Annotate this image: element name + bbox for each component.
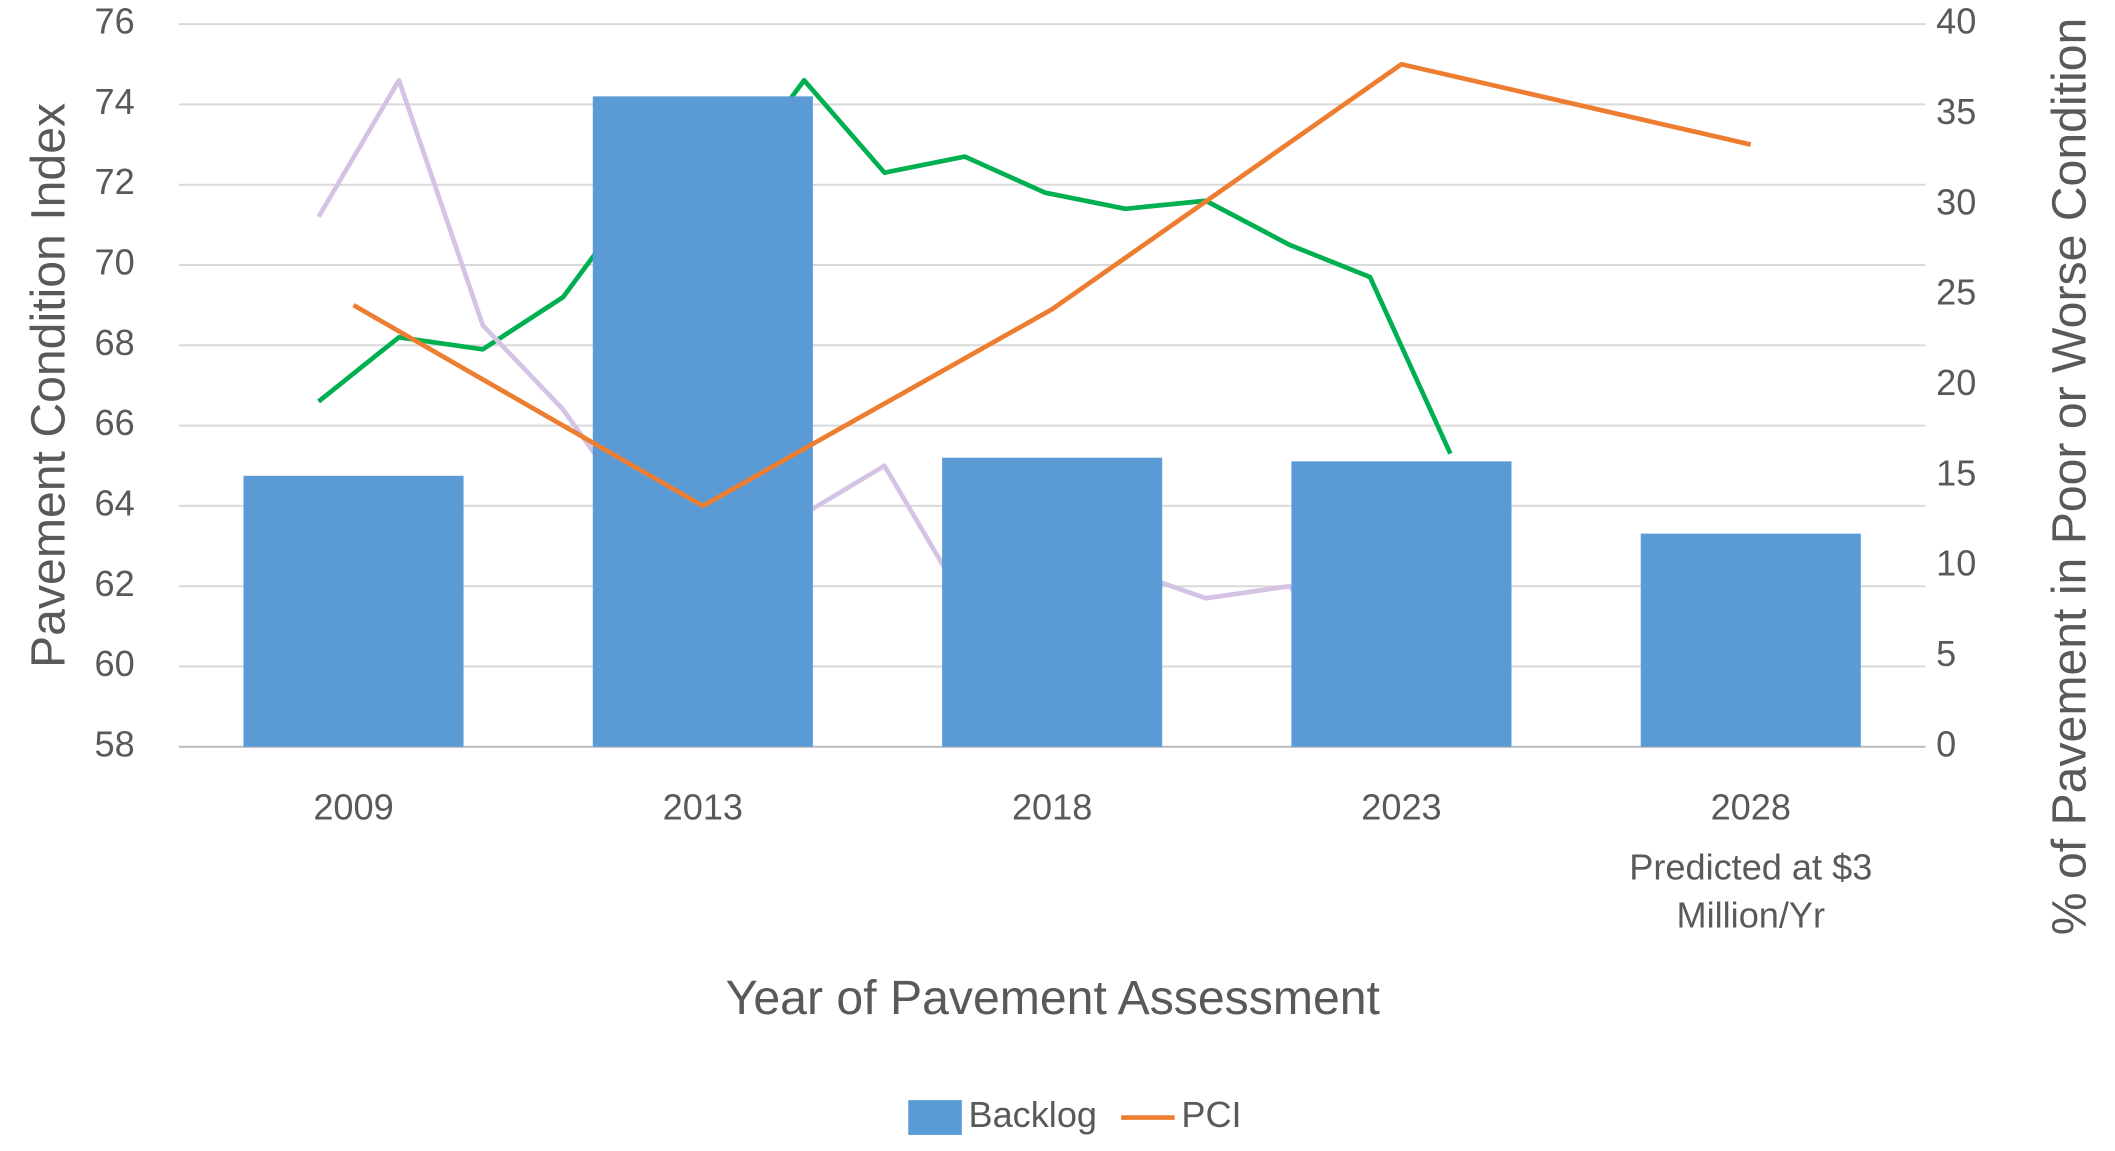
bar: [592, 96, 813, 747]
y2-tick-label: 0: [1936, 723, 1956, 764]
y2-axis-title: % of Pavement in Poor or Worse Condition: [2042, 18, 2096, 936]
y2-tick-label: 5: [1936, 633, 1956, 674]
x-tick-label: 2018: [1012, 786, 1092, 827]
line: [316, 77, 1451, 685]
line: [352, 61, 1752, 509]
y-tick-label: 68: [95, 322, 135, 363]
legend-swatch: [908, 1100, 962, 1135]
legend-label: Backlog: [968, 1094, 1097, 1135]
y-tick-label: 72: [95, 161, 135, 202]
y2-tick-label: 40: [1936, 1, 1976, 42]
legend-label: PCI: [1181, 1094, 1241, 1135]
x-tick-label: 2013: [663, 786, 743, 827]
y2-tick-label: 20: [1936, 362, 1976, 403]
y-axis-title: Pavement Condition Index: [21, 103, 75, 668]
x-tick-label: 2009: [313, 786, 393, 827]
y-tick-label: 70: [95, 242, 135, 283]
y-tick-label: 64: [95, 482, 135, 523]
line: [317, 77, 1453, 455]
y2-tick-label: 25: [1936, 272, 1976, 313]
x-tick-label: 2023: [1361, 786, 1441, 827]
bar: [243, 475, 464, 747]
bar: [1640, 533, 1861, 747]
y-tick-label: 76: [95, 1, 135, 42]
y2-tick-label: 15: [1936, 452, 1976, 493]
category-note-text: Predicted at $3 Million/Yr: [1629, 847, 1873, 936]
x-axis-title: Year of Pavement Assessment: [726, 971, 1381, 1025]
bar: [942, 457, 1163, 747]
y2-tick-label: 30: [1936, 181, 1976, 222]
y-tick-label: 74: [95, 81, 135, 122]
category-note: Predicted at $3 Million/Yr: [1629, 847, 1873, 936]
y2-tick-label: 10: [1936, 543, 1976, 584]
y-tick-label: 60: [95, 643, 135, 684]
y2-tick-label: 35: [1936, 91, 1976, 132]
y-tick-label: 66: [95, 402, 135, 443]
x-tick-label: 2028: [1711, 786, 1791, 827]
y-tick-label: 58: [95, 723, 135, 764]
y-tick-label: 62: [95, 563, 135, 604]
bar: [1291, 461, 1512, 747]
